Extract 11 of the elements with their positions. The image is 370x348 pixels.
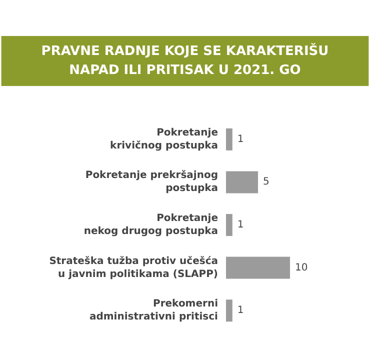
y-tick-label: Pokretanje prekršajnog postupka: [85, 170, 218, 194]
data-label: 5: [263, 176, 270, 188]
y-tick-label: Prekomerni administrativni pritisci: [89, 298, 218, 323]
y-tick-label: Strateška tužba protiv učešća u javnim politikama (SLAPP): [49, 256, 218, 280]
chart-title: PRAVNE RADNJE KOJE SE KARAKTERIŠU NAPAD ILI PRITISAK U 2021. GO: [41, 42, 329, 78]
y-tick-label: Pokretanje krivičnog postupka: [110, 127, 218, 152]
data-label: 1: [237, 134, 244, 145]
data-label: 1: [237, 220, 244, 230]
data-label: 1: [237, 305, 244, 316]
data-label: 10: [295, 262, 308, 274]
y-tick-label: Pokretanje nekog drugog postupka: [84, 213, 218, 237]
